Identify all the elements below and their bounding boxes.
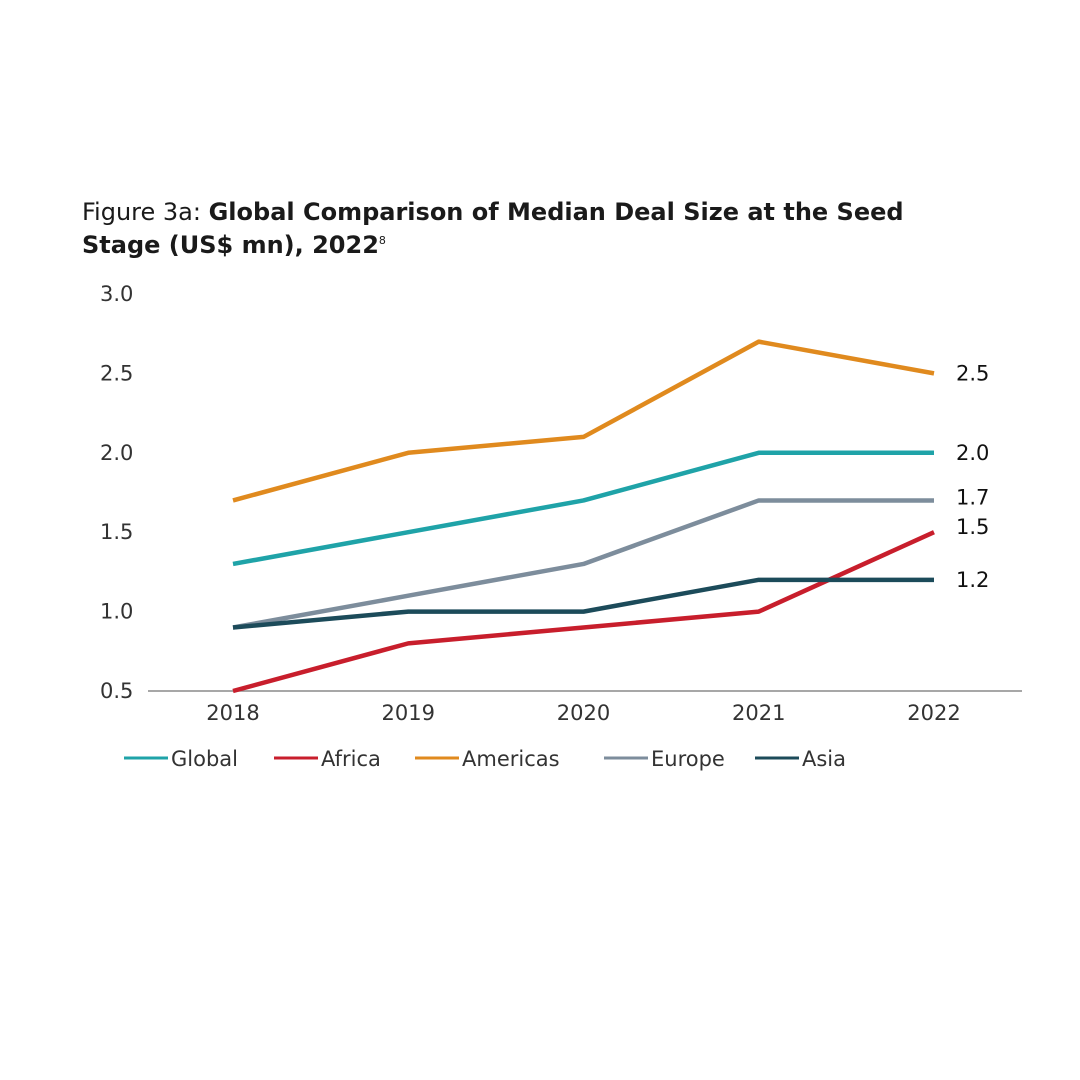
title-prefix: Figure 3a: [82, 198, 209, 226]
chart-title: Figure 3a: Global Comparison of Median D… [82, 196, 982, 262]
legend-label-global: Global [171, 747, 238, 771]
end-labels: 2.0 1.5 2.5 1.7 1.2 [956, 361, 989, 591]
series-line-americas [232, 339, 935, 503]
series-line-asia [232, 577, 934, 630]
x-tick-label-2021: 2021 [732, 701, 785, 725]
end-label-global: 2.0 [956, 441, 989, 465]
y-tick-label-1-0: 1.0 [100, 600, 133, 624]
end-label-americas: 2.5 [956, 361, 989, 385]
legend-label-europe: Europe [651, 747, 725, 771]
end-label-asia: 1.2 [956, 568, 989, 592]
y-axis-ticks: 0.5 1.0 1.5 2.0 2.5 3.0 [100, 282, 133, 703]
x-axis-ticks: 2018 2019 2020 2021 2022 [206, 701, 960, 725]
legend-label-americas: Americas [462, 747, 560, 771]
end-label-africa: 1.5 [956, 515, 989, 539]
x-tick-label-2020: 2020 [557, 701, 610, 725]
x-tick-label-2019: 2019 [382, 701, 435, 725]
y-tick-label-2-5: 2.5 [100, 361, 133, 385]
x-tick-label-2022: 2022 [907, 701, 960, 725]
x-tick-label-2018: 2018 [206, 701, 259, 725]
y-tick-label-0-5: 0.5 [100, 679, 133, 703]
end-label-europe: 1.7 [956, 485, 989, 509]
y-tick-label-1-5: 1.5 [100, 520, 133, 544]
title-main: Global Comparison of Median Deal Size at… [82, 198, 904, 259]
series-line-global [232, 450, 934, 567]
y-tick-label-2-0: 2.0 [100, 441, 133, 465]
series-line-africa [232, 530, 935, 694]
series-line-europe [232, 498, 934, 630]
title-footnote: 8 [378, 234, 386, 247]
series-lines [232, 339, 935, 694]
legend-label-africa: Africa [321, 747, 381, 771]
legend: Global Africa Americas Europe Asia [124, 747, 846, 771]
legend-label-asia: Asia [802, 747, 846, 771]
y-tick-label-3-0: 3.0 [100, 282, 133, 306]
